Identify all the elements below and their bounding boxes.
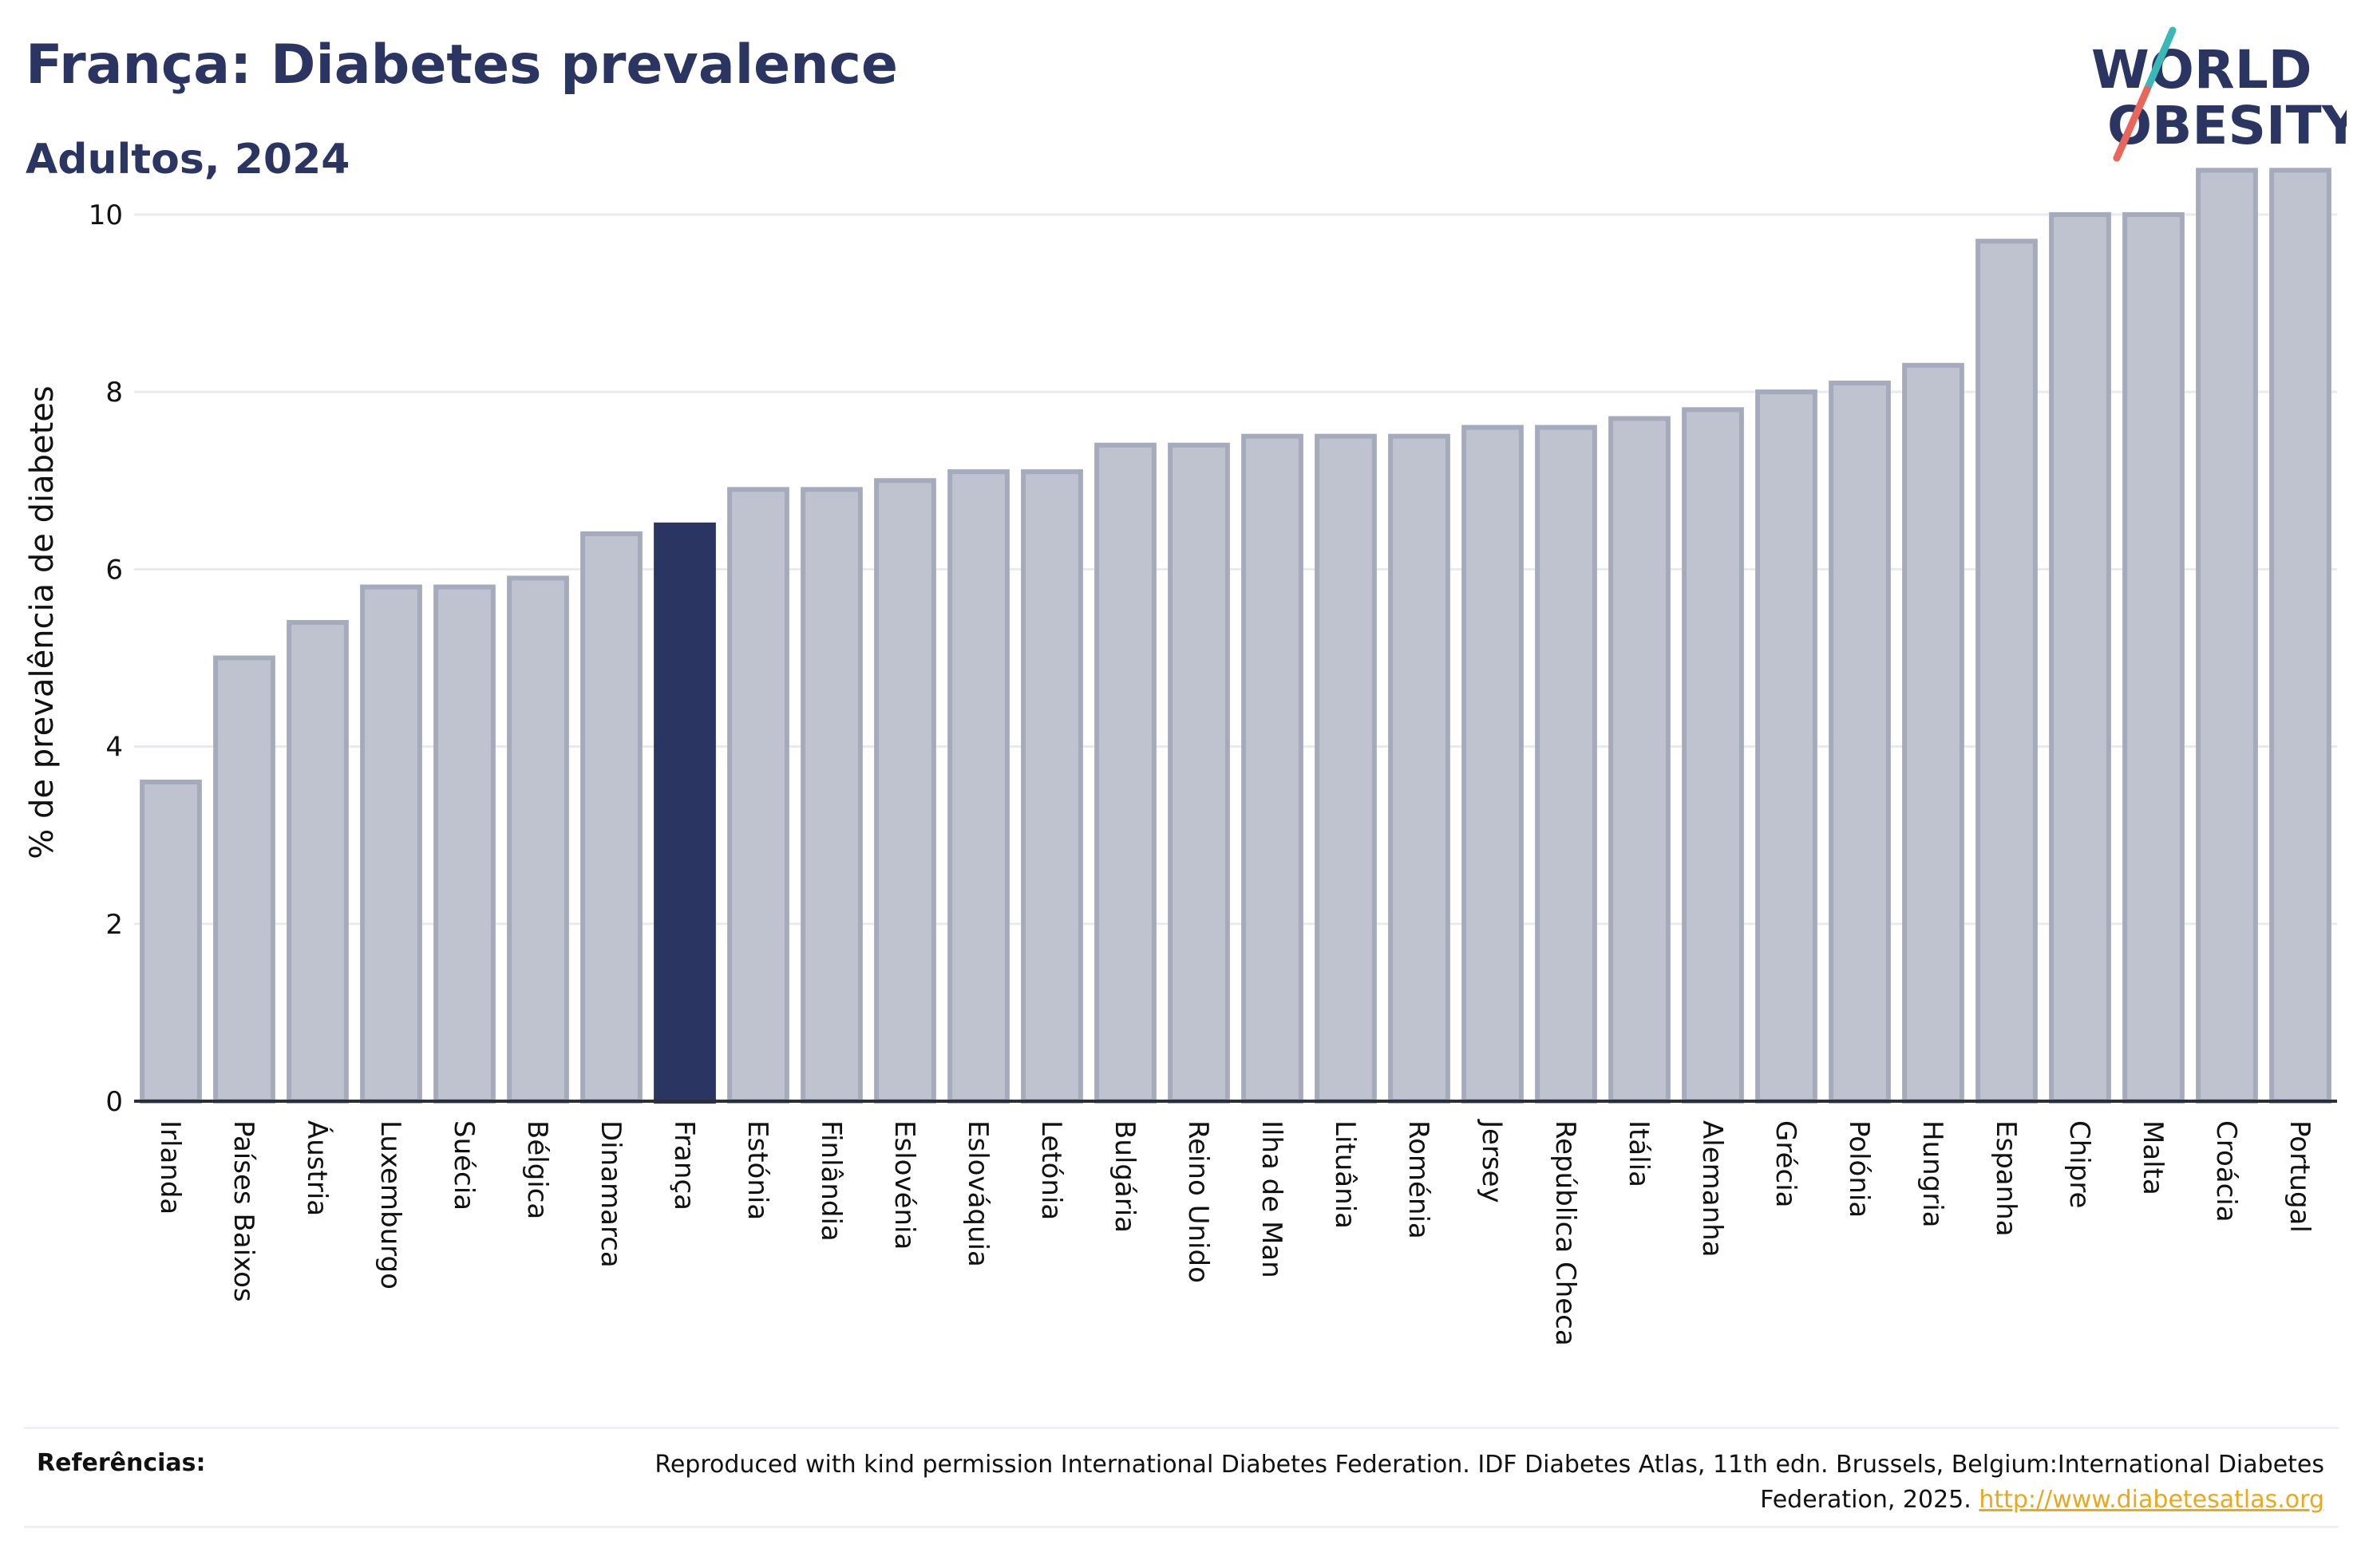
x-category-label: Áustria bbox=[301, 1120, 334, 1216]
gridlines bbox=[134, 213, 2337, 926]
x-category-label: Ilha de Man bbox=[1256, 1120, 1287, 1278]
bar bbox=[1755, 389, 1817, 1104]
bar bbox=[1975, 239, 2038, 1104]
y-axis-ticks: 0 2 4 6 8 10 bbox=[89, 199, 123, 1118]
bar bbox=[1021, 469, 1083, 1104]
y-tick-label: 0 bbox=[105, 1086, 123, 1118]
bar bbox=[507, 575, 569, 1104]
references-link[interactable]: http://www.diabetesatlas.org bbox=[1979, 1486, 2324, 1514]
x-category-label: Grécia bbox=[1770, 1120, 1801, 1207]
x-category-label: Espanha bbox=[1990, 1120, 2022, 1237]
bar bbox=[213, 655, 275, 1104]
references-label: Referências: bbox=[37, 1449, 206, 1477]
bar bbox=[727, 487, 789, 1104]
bar bbox=[140, 780, 202, 1104]
bar bbox=[580, 531, 643, 1104]
y-tick-label: 2 bbox=[105, 909, 123, 941]
y-axis-title: % de prevalência de diabetes bbox=[24, 385, 61, 859]
references-citation: Reproduced with kind permission Internat… bbox=[655, 1451, 2324, 1514]
bar bbox=[360, 584, 422, 1104]
footer-divider-bottom bbox=[24, 1526, 2339, 1528]
x-category-label: Croácia bbox=[2210, 1120, 2242, 1222]
bar bbox=[1315, 433, 1377, 1104]
x-category-label: Bulgária bbox=[1109, 1120, 1141, 1233]
y-tick-label: 6 bbox=[105, 554, 123, 586]
x-category-label: Roménia bbox=[1402, 1120, 1434, 1239]
logo-slash-teal bbox=[2143, 26, 2177, 93]
bar bbox=[1902, 362, 1964, 1104]
x-category-label: Portugal bbox=[2284, 1120, 2316, 1233]
footer-divider-top bbox=[24, 1427, 2339, 1429]
bar-chart: 0 2 4 6 8 10 Irlanda Países Baixos Áustria Luxem… bbox=[24, 168, 2337, 1346]
x-category-label: Estónia bbox=[742, 1120, 773, 1220]
x-axis-labels: Irlanda Países Baixos Áustria Luxemburgo Sué… bbox=[154, 1119, 2316, 1346]
logo-slash-coral bbox=[2113, 85, 2151, 162]
bar bbox=[1168, 442, 1230, 1104]
x-category-label: Malta bbox=[2137, 1120, 2169, 1195]
bar bbox=[947, 469, 1010, 1104]
x-category-label: Letónia bbox=[1035, 1120, 1067, 1220]
bar bbox=[1094, 442, 1157, 1104]
bar bbox=[2269, 168, 2331, 1104]
logo-word-obesity: OBESITY bbox=[2107, 95, 2347, 156]
bar bbox=[1461, 425, 1524, 1104]
bar bbox=[1608, 416, 1671, 1104]
x-category-label: Irlanda bbox=[154, 1120, 186, 1215]
world-obesity-logo[interactable]: WORLD OBESITY bbox=[2075, 24, 2347, 168]
x-category-label: República Checa bbox=[1549, 1120, 1581, 1346]
bar bbox=[874, 478, 936, 1104]
references-text: Reproduced with kind permission Internat… bbox=[648, 1448, 2324, 1518]
y-tick-label: 4 bbox=[105, 732, 123, 764]
y-tick-label: 8 bbox=[105, 377, 123, 409]
bar bbox=[287, 620, 349, 1104]
bar bbox=[2122, 211, 2185, 1104]
bar bbox=[1535, 425, 1597, 1104]
x-category-label: Itália bbox=[1623, 1120, 1655, 1187]
x-category-label: Chipre bbox=[2063, 1120, 2095, 1208]
y-tick-label: 10 bbox=[89, 199, 123, 231]
chart-subtitle: Adultos, 2024 bbox=[26, 136, 350, 184]
bar-highlighted bbox=[654, 522, 716, 1104]
x-category-label: Lituânia bbox=[1329, 1120, 1361, 1229]
x-category-label: França bbox=[668, 1120, 700, 1211]
bar bbox=[1829, 381, 1891, 1104]
x-category-label: Países Baixos bbox=[227, 1120, 259, 1302]
x-category-label: Suécia bbox=[448, 1120, 480, 1211]
x-category-label: Reino Unido bbox=[1182, 1120, 1214, 1283]
x-category-label: Bélgica bbox=[521, 1120, 553, 1219]
x-category-label: Jersey bbox=[1476, 1119, 1508, 1203]
x-category-label: Hungria bbox=[1916, 1120, 1948, 1228]
bar bbox=[2049, 211, 2111, 1104]
x-category-label: Dinamarca bbox=[595, 1120, 627, 1268]
x-category-label: Finlândia bbox=[815, 1120, 847, 1242]
x-category-label: Eslováquia bbox=[962, 1120, 994, 1267]
x-category-label: Polónia bbox=[1843, 1120, 1875, 1218]
bar bbox=[1388, 433, 1450, 1104]
x-category-label: Luxemburgo bbox=[374, 1120, 406, 1290]
chart-title: França: Diabetes prevalence bbox=[26, 34, 899, 97]
bar bbox=[433, 584, 496, 1104]
x-category-label: Alemanha bbox=[1696, 1120, 1728, 1258]
x-category-label: Eslovénia bbox=[888, 1120, 920, 1250]
bars bbox=[140, 168, 2331, 1104]
logo-word-world: WORLD bbox=[2091, 39, 2312, 101]
bar bbox=[2196, 168, 2258, 1104]
bar bbox=[1241, 433, 1303, 1104]
bar bbox=[1682, 407, 1744, 1104]
bar bbox=[801, 487, 863, 1104]
